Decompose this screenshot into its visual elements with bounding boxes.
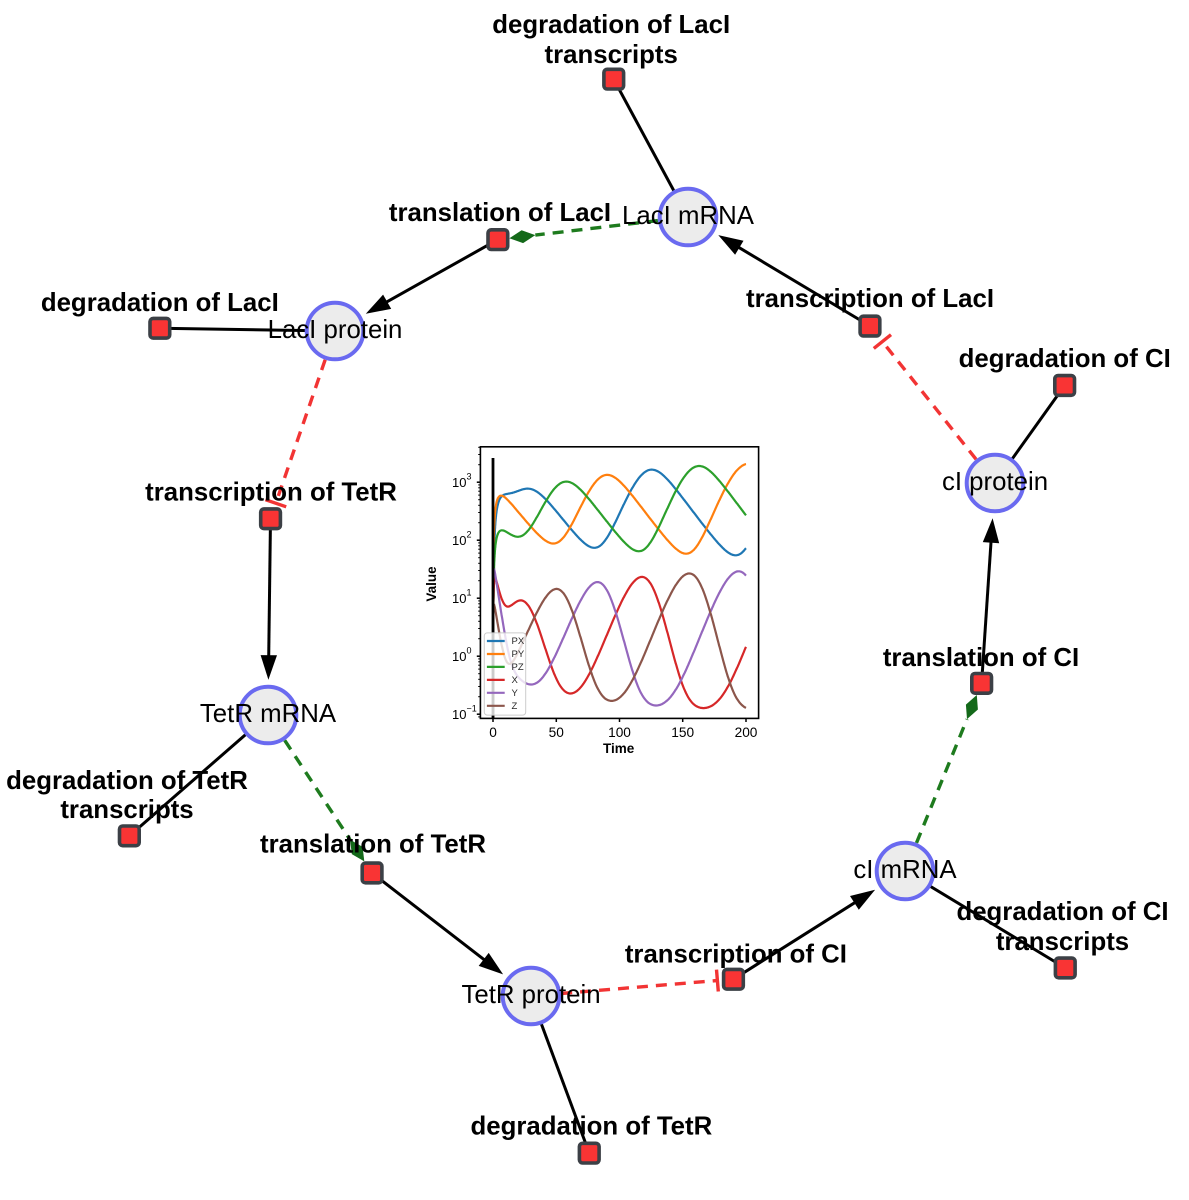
svg-text:100: 100 — [608, 725, 631, 740]
svg-text:0: 0 — [467, 646, 472, 656]
svg-text:transcription of LacI: transcription of LacI — [746, 285, 994, 313]
svg-text:1: 1 — [467, 588, 472, 598]
svg-text:transcription of CI: transcription of CI — [625, 940, 847, 968]
svg-text:translation of CI: translation of CI — [883, 644, 1079, 672]
svg-text:0: 0 — [489, 725, 497, 740]
svg-text:Z: Z — [512, 701, 518, 712]
svg-text:LacI protein: LacI protein — [268, 316, 403, 344]
svg-text:−1: −1 — [467, 704, 477, 714]
svg-text:degradation of TetR: degradation of TetR — [471, 1113, 713, 1141]
svg-text:10: 10 — [452, 591, 466, 606]
svg-text:degradation of CI: degradation of CI — [959, 345, 1171, 373]
svg-text:translation of LacI: translation of LacI — [389, 199, 611, 227]
svg-text:degradation of LacI: degradation of LacI — [41, 289, 279, 317]
svg-text:Value: Value — [424, 566, 439, 602]
svg-text:degradation of CI: degradation of CI — [956, 898, 1168, 926]
svg-text:transcripts: transcripts — [60, 796, 193, 824]
svg-text:translation of TetR: translation of TetR — [260, 830, 486, 858]
svg-text:cI protein: cI protein — [942, 468, 1048, 496]
svg-text:10: 10 — [452, 649, 466, 664]
svg-text:50: 50 — [549, 725, 565, 740]
svg-text:X: X — [512, 675, 519, 686]
svg-text:2: 2 — [467, 530, 472, 540]
svg-text:TetR mRNA: TetR mRNA — [200, 700, 337, 728]
svg-text:transcripts: transcripts — [545, 41, 678, 69]
svg-text:10: 10 — [452, 475, 466, 490]
svg-text:PZ: PZ — [512, 662, 524, 673]
svg-text:transcripts: transcripts — [996, 928, 1129, 956]
svg-text:transcription of TetR: transcription of TetR — [145, 479, 397, 507]
svg-text:10: 10 — [452, 533, 466, 548]
svg-text:3: 3 — [467, 472, 472, 482]
svg-text:Y: Y — [512, 688, 519, 699]
svg-text:PY: PY — [512, 649, 525, 660]
svg-text:Time: Time — [603, 741, 635, 756]
svg-text:200: 200 — [735, 725, 758, 740]
svg-text:cI mRNA: cI mRNA — [853, 856, 957, 884]
svg-text:PX: PX — [512, 636, 525, 647]
svg-text:TetR protein: TetR protein — [461, 981, 600, 1009]
svg-text:degradation of TetR: degradation of TetR — [6, 767, 248, 795]
svg-text:LacI mRNA: LacI mRNA — [622, 202, 755, 230]
svg-text:10: 10 — [452, 707, 466, 722]
svg-text:150: 150 — [671, 725, 694, 740]
svg-text:degradation of LacI: degradation of LacI — [492, 11, 730, 39]
